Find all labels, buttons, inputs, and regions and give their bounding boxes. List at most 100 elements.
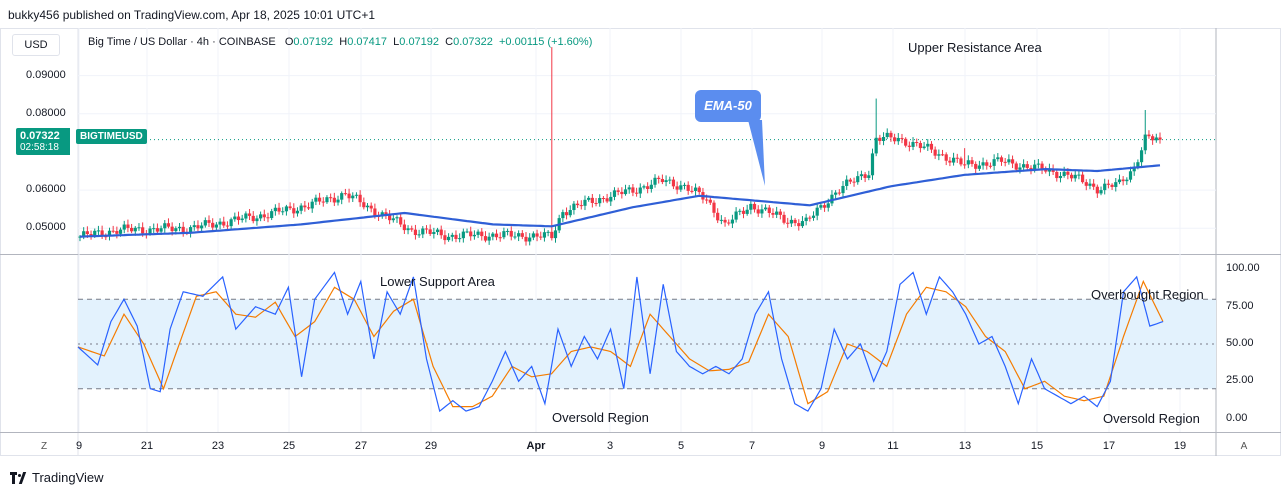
candle-body xyxy=(115,231,119,234)
candle-body xyxy=(553,230,558,239)
auto-scale-button[interactable]: A xyxy=(1240,441,1248,452)
footer-brand: TradingView xyxy=(10,470,104,485)
candle-body xyxy=(609,196,613,202)
candle-body xyxy=(623,189,628,195)
candle-body xyxy=(1040,163,1044,170)
candle-body xyxy=(155,228,160,232)
candle-body xyxy=(118,229,123,234)
candle-body xyxy=(797,223,801,227)
candle-body xyxy=(974,163,978,169)
top-bar: bukky456 published on TradingView.com, A… xyxy=(0,0,1281,28)
candle-body xyxy=(1132,167,1136,172)
candle-body xyxy=(281,211,285,213)
currency-button[interactable]: USD xyxy=(12,34,60,56)
candle-body xyxy=(594,202,598,204)
candle-body xyxy=(454,234,458,239)
time-tick-label: 11 xyxy=(887,440,899,452)
candle-body xyxy=(295,210,300,214)
candle-body xyxy=(749,203,753,210)
candle-body xyxy=(963,164,967,166)
candle-body xyxy=(218,221,222,225)
candle-body xyxy=(734,211,738,220)
candle-body xyxy=(317,197,322,202)
candle-body xyxy=(306,207,311,209)
candle-body xyxy=(904,138,908,146)
candle-body xyxy=(351,195,355,199)
candle-body xyxy=(572,203,576,211)
candle-body xyxy=(491,233,495,237)
candle-body xyxy=(465,231,469,233)
candle-body xyxy=(1066,171,1070,175)
candle-body xyxy=(1022,164,1026,168)
candle-body xyxy=(863,174,867,178)
candle-body xyxy=(284,206,289,212)
candle-body xyxy=(391,218,395,221)
oversold-label-right: Oversold Region xyxy=(1103,411,1200,426)
candle-body xyxy=(502,231,506,238)
time-tick-label: 9 xyxy=(818,440,826,452)
time-tick-label: 15 xyxy=(1030,440,1044,452)
candle-body xyxy=(85,231,89,235)
candle-body xyxy=(1044,169,1048,172)
candle-body xyxy=(1036,163,1040,165)
ohlc-legend: Big Time / US Dollar · 4h · COINBASE O0.… xyxy=(88,36,592,48)
candle-body xyxy=(937,154,941,156)
candle-body xyxy=(443,235,447,241)
candle-body xyxy=(388,215,392,221)
candle-body xyxy=(719,219,723,221)
candle-body xyxy=(277,207,281,212)
ema-callout-pointer xyxy=(748,120,765,186)
candle-body xyxy=(122,224,126,230)
candle-body xyxy=(229,219,233,227)
candle-body xyxy=(579,205,583,207)
candle-body xyxy=(966,160,970,165)
candle-body xyxy=(568,210,572,216)
candle-body xyxy=(660,178,664,183)
candle-body xyxy=(933,149,937,156)
candle-body xyxy=(233,216,237,220)
candle-body xyxy=(314,197,318,202)
candle-body xyxy=(439,229,443,236)
oscillator-tick-label: 25.00 xyxy=(1226,374,1254,387)
lower-support-label: Lower Support Area xyxy=(380,274,495,289)
candle-body xyxy=(561,212,565,219)
candle-body xyxy=(642,186,646,188)
price-tick-label: 0.06000 xyxy=(26,183,66,196)
candle-body xyxy=(1147,134,1151,137)
candle-body xyxy=(78,236,82,238)
low-label: L xyxy=(393,36,400,48)
candle-body xyxy=(1003,161,1007,163)
candle-body xyxy=(517,233,521,237)
candle-body xyxy=(1088,183,1092,186)
candle-body xyxy=(716,212,720,221)
symbol-tag: BIGTIMEUSD xyxy=(76,129,147,144)
candle-body xyxy=(1139,150,1144,163)
candle-body xyxy=(590,197,594,203)
stoch-d-line xyxy=(77,279,1164,408)
candle-body xyxy=(992,159,996,166)
candle-body xyxy=(432,232,436,235)
candle-body xyxy=(822,205,827,208)
candle-body xyxy=(528,237,532,242)
candle-body xyxy=(325,197,329,203)
candle-body xyxy=(395,217,399,219)
candle-body xyxy=(461,231,465,239)
candle-body xyxy=(576,203,580,206)
candle-body xyxy=(627,187,631,190)
zoom-left-button[interactable]: Z xyxy=(40,441,48,452)
candle-body xyxy=(1136,162,1140,168)
time-tick-label: 19 xyxy=(1173,440,1187,452)
candle-body xyxy=(668,179,672,181)
candle-body xyxy=(1033,164,1037,170)
candle-body xyxy=(188,227,193,234)
candle-body xyxy=(682,184,687,186)
candle-body xyxy=(1125,179,1129,182)
candle-body xyxy=(819,205,823,208)
candle-body xyxy=(469,231,473,237)
candle-body xyxy=(690,190,694,192)
candle-body xyxy=(881,136,886,141)
candle-body xyxy=(181,226,185,233)
candle-body xyxy=(310,201,314,209)
candle-body xyxy=(93,230,97,236)
